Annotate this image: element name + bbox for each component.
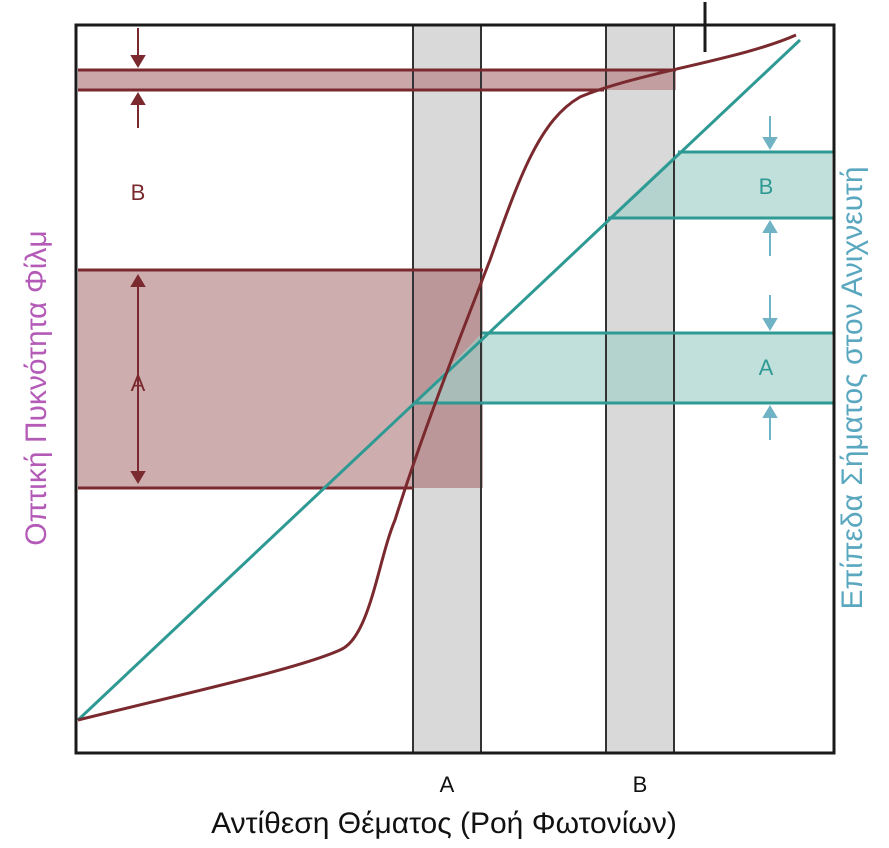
film-band-b — [78, 70, 676, 90]
film-band-a — [78, 270, 483, 488]
detector-band-a — [414, 333, 832, 403]
detector-band-b-label: B — [759, 174, 774, 199]
y-axis-right-label: Επίπεδα Σήματος στον Ανιχνευτή — [836, 166, 869, 609]
plot-frame — [74, 23, 836, 755]
film-band-b-label: B — [131, 180, 146, 205]
y-axis-left-label: Οπτική Πυκνότητα Φίλμ — [20, 230, 53, 545]
x-axis-label: Αντίθεση Θέματος (Ροή Φωτονίων) — [211, 807, 677, 840]
detector-linear-line — [76, 38, 802, 722]
film-band-a-label: A — [131, 371, 146, 396]
detector-band-a-label: A — [759, 355, 774, 380]
x-band-a-label: A — [440, 772, 455, 797]
film-characteristic-curve — [77, 33, 797, 722]
x-band-b-label: B — [633, 772, 648, 797]
